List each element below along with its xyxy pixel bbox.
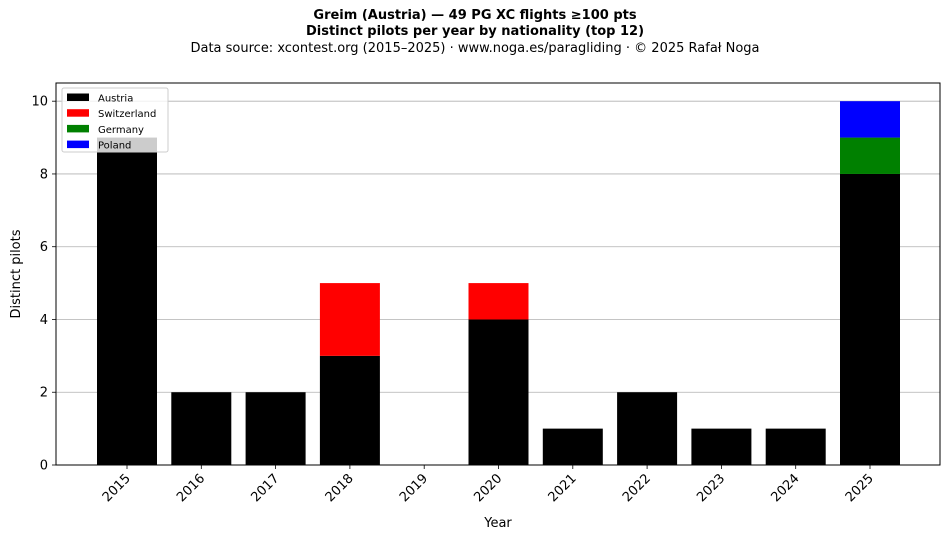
y-axis-label: Distinct pilots bbox=[9, 229, 24, 318]
y-tick-label: 4 bbox=[40, 313, 48, 328]
x-tick-label: 2017 bbox=[248, 471, 282, 505]
bar-austria-2021 bbox=[542, 428, 603, 465]
bar-austria-2023 bbox=[691, 428, 752, 465]
x-axis: 2015 2016 2017 2018 2019 2020 2021 2022 2023 2024… bbox=[100, 465, 877, 505]
legend-swatch-switzerland bbox=[67, 109, 89, 117]
x-tick-label: 2020 bbox=[471, 471, 505, 505]
legend-swatch-austria bbox=[67, 93, 89, 101]
legend-swatch-poland bbox=[67, 140, 89, 149]
y-tick-label: 0 bbox=[40, 459, 48, 474]
legend-label-poland: Poland bbox=[98, 141, 131, 152]
bar-austria-2025 bbox=[840, 173, 900, 465]
x-tick-label: 2023 bbox=[694, 471, 728, 505]
y-axis: 0 2 4 6 8 10 bbox=[31, 95, 56, 474]
x-axis-label: Year bbox=[483, 516, 512, 531]
plot-frame bbox=[55, 82, 941, 466]
y-tick-label: 8 bbox=[40, 167, 48, 182]
x-tick-label: 2021 bbox=[546, 471, 580, 505]
chart-subtitle: Distinct pilots per year by nationality … bbox=[305, 24, 645, 39]
bar-switzerland-2018 bbox=[319, 283, 380, 356]
x-tick-label: 2019 bbox=[397, 471, 431, 505]
bars bbox=[97, 101, 900, 466]
bar-germany-2025 bbox=[840, 137, 900, 174]
y-tick-label: 10 bbox=[31, 95, 48, 110]
legend-box bbox=[61, 87, 169, 153]
x-tick-label: 2016 bbox=[174, 471, 208, 505]
chart-title: Greim (Austria) — 49 PG XC flights ≥100 … bbox=[313, 8, 637, 23]
bar-austria-2016 bbox=[171, 392, 232, 465]
y-tick-label: 2 bbox=[40, 386, 48, 401]
bar-austria-2024 bbox=[765, 428, 826, 465]
legend-swatch-germany bbox=[67, 124, 89, 133]
x-tick-label: 2015 bbox=[100, 471, 134, 505]
legend-label-austria: Austria bbox=[98, 94, 133, 105]
chart-source-note: Data source: xcontest.org (2015–2025) · … bbox=[190, 41, 760, 56]
x-tick-label: 2022 bbox=[620, 471, 654, 505]
x-tick-label: 2025 bbox=[843, 471, 877, 505]
x-tick-label: 2018 bbox=[323, 471, 357, 505]
legend-label-switzerland: Switzerland bbox=[98, 109, 156, 120]
x-tick-label: 2024 bbox=[769, 471, 803, 505]
chart-title-block: Greim (Austria) — 49 PG XC flights ≥100 … bbox=[0, 8, 950, 57]
bar-austria-2015 bbox=[97, 137, 157, 466]
bar-switzerland-2020 bbox=[468, 283, 529, 320]
bar-austria-2022 bbox=[617, 392, 678, 465]
bar-austria-2018 bbox=[319, 355, 380, 465]
legend-label-germany: Germany bbox=[98, 125, 144, 136]
legend: Austria Switzerland Germany Poland bbox=[61, 87, 169, 153]
bar-austria-2017 bbox=[245, 392, 306, 465]
bar-poland-2025 bbox=[840, 101, 900, 138]
bar-austria-2020 bbox=[468, 319, 529, 465]
y-tick-label: 6 bbox=[40, 240, 48, 255]
